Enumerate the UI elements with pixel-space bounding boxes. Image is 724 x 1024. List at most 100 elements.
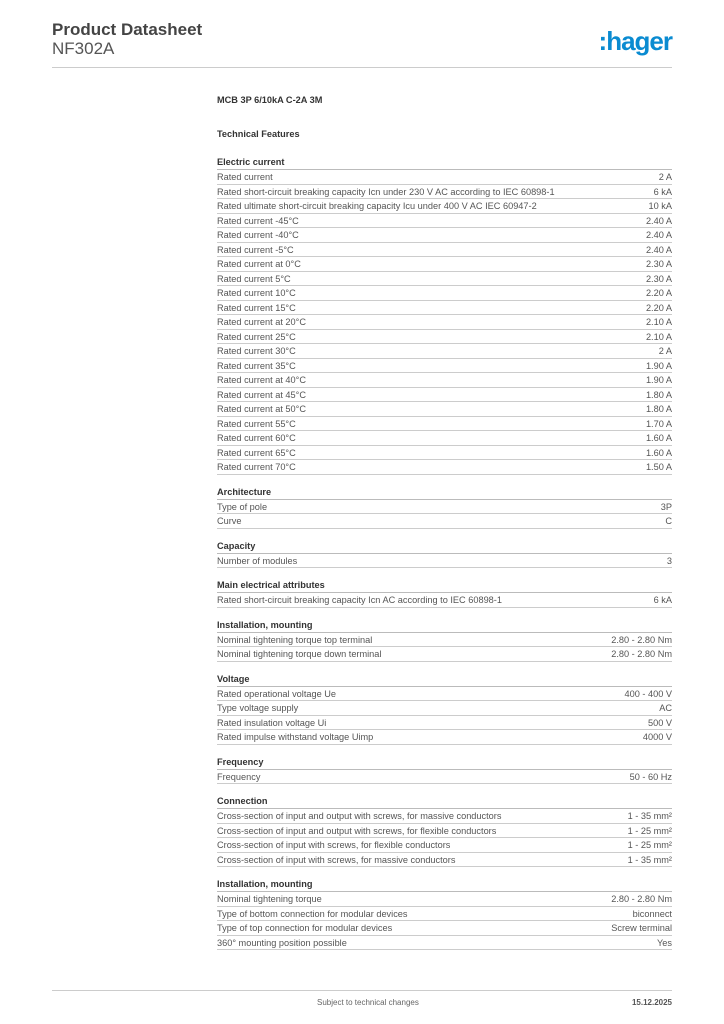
row-label: Rated short-circuit breaking capacity Ic…	[217, 595, 502, 605]
row-value: 1.70 A	[645, 418, 672, 429]
header-divider	[52, 67, 672, 68]
table-row: Nominal tightening torque down terminal 2…	[217, 647, 672, 662]
table-row: Rated operational voltage Ue 400 - 400 V	[217, 687, 672, 701]
footer-note: Subject to technical changes	[317, 998, 419, 1007]
row-value: 2.20 A	[645, 288, 672, 298]
section-title: Architecture	[217, 485, 672, 500]
row-value: 2.40 A	[645, 215, 672, 226]
row-label: Rated current at 45°C	[217, 389, 306, 400]
table-row: Type voltage supply AC	[217, 701, 672, 716]
table-row: Rated current 65°C 1.60 A	[217, 446, 672, 460]
row-label: Cross-section of input and output with s…	[217, 811, 502, 821]
row-label: Rated current 60°C	[217, 433, 296, 443]
row-label: Cross-section of input with screws, for …	[217, 854, 456, 865]
row-label: Rated current -40°C	[217, 230, 299, 240]
table-row: Rated current 30°C 2 A	[217, 344, 672, 359]
row-value: 2 A	[658, 346, 672, 356]
row-value: 1 - 25 mm²	[627, 825, 672, 836]
section-title: Voltage	[217, 672, 672, 687]
section: Architecture Type of pole 3P Curve C	[217, 485, 672, 529]
row-label: Curve	[217, 516, 242, 526]
table-row: Rated current -45°C 2.40 A	[217, 214, 672, 228]
row-value: 2.30 A	[645, 259, 672, 269]
row-label: Rated insulation voltage Ui	[217, 717, 327, 728]
row-label: Rated current 15°C	[217, 302, 296, 313]
row-value: 2.20 A	[645, 302, 672, 313]
row-value: 2.40 A	[645, 230, 672, 240]
row-label: Rated current at 40°C	[217, 375, 306, 385]
row-label: Type of bottom connection for modular de…	[217, 908, 408, 919]
table-row: Rated current 70°C 1.50 A	[217, 460, 672, 475]
row-label: Rated current 55°C	[217, 418, 296, 429]
row-label: 360° mounting position possible	[217, 937, 347, 948]
section-title: Installation, mounting	[217, 877, 672, 892]
row-value: 50 - 60 Hz	[629, 771, 672, 782]
section: Main electrical attributes Rated short-ci…	[217, 578, 672, 608]
features-title: Technical Features	[217, 129, 300, 139]
row-label: Number of modules	[217, 555, 298, 566]
row-value: C	[665, 516, 672, 526]
section-title: Capacity	[217, 539, 672, 554]
table-row: Rated current 60°C 1.60 A	[217, 431, 672, 446]
section-title: Main electrical attributes	[217, 578, 672, 593]
row-value: 2.40 A	[645, 244, 672, 255]
table-row: Rated current at 50°C 1.80 A	[217, 402, 672, 417]
table-row: Rated current 5°C 2.30 A	[217, 272, 672, 286]
row-value: 1.50 A	[645, 462, 672, 472]
table-row: Frequency 50 - 60 Hz	[217, 770, 672, 784]
table-row: Cross-section of input and output with s…	[217, 809, 672, 824]
row-value: 3P	[660, 501, 672, 512]
table-row: Rated ultimate short-circuit breaking ca…	[217, 199, 672, 214]
section-title: Electric current	[217, 155, 672, 170]
row-value: Screw terminal	[611, 923, 672, 933]
row-value: 1.80 A	[645, 404, 672, 414]
table-row: Rated current -5°C 2.40 A	[217, 243, 672, 257]
footer-date: 15.12.2025	[631, 998, 672, 1007]
table-row: Rated current at 45°C 1.80 A	[217, 388, 672, 402]
row-value: 6 kA	[653, 186, 672, 197]
section-title: Installation, mounting	[217, 618, 672, 633]
row-value: 1.80 A	[645, 389, 672, 400]
row-label: Rated current 65°C	[217, 447, 296, 458]
table-row: Rated short-circuit breaking capacity Ic…	[217, 185, 672, 199]
sections: Electric current Rated current 2 A Rated sh…	[217, 155, 672, 950]
row-label: Rated current 35°C	[217, 360, 296, 371]
row-label: Rated current 25°C	[217, 331, 296, 342]
section-title: Frequency	[217, 755, 672, 770]
table-row: Nominal tightening torque 2.80 - 2.80 Nm	[217, 892, 672, 907]
section-title: Connection	[217, 794, 672, 809]
table-row: Rated current -40°C 2.40 A	[217, 228, 672, 243]
table-row: Rated current 10°C 2.20 A	[217, 286, 672, 301]
row-value: biconnect	[632, 908, 672, 919]
section: Connection Cross-section of input and out…	[217, 794, 672, 867]
table-row: Rated current 2 A	[217, 170, 672, 185]
table-row: 360° mounting position possible Yes	[217, 936, 672, 950]
table-row: Cross-section of input with screws, for …	[217, 853, 672, 867]
row-label: Rated current at 20°C	[217, 317, 306, 327]
row-value: 2.10 A	[645, 317, 672, 327]
row-value: 1 - 35 mm²	[627, 811, 672, 821]
table-row: Type of top connection for modular devic…	[217, 921, 672, 936]
row-label: Rated current 30°C	[217, 346, 296, 356]
table-row: Rated current 15°C 2.20 A	[217, 301, 672, 315]
row-label: Rated current -45°C	[217, 215, 299, 226]
footer-divider	[52, 990, 672, 991]
table-row: Cross-section of input and output with s…	[217, 824, 672, 838]
row-label: Rated short-circuit breaking capacity Ic…	[217, 186, 555, 197]
row-value: 10 kA	[648, 201, 673, 211]
row-label: Frequency	[217, 771, 261, 782]
section: Capacity Number of modules 3	[217, 539, 672, 568]
row-value: 3	[666, 555, 672, 566]
table-row: Rated current at 20°C 2.10 A	[217, 315, 672, 330]
row-label: Type of pole	[217, 501, 268, 512]
table-row: Curve C	[217, 514, 672, 529]
row-label: Rated current 10°C	[217, 288, 296, 298]
table-row: Rated current 55°C 1.70 A	[217, 417, 672, 431]
table-row: Rated current 25°C 2.10 A	[217, 330, 672, 344]
row-value: 1.60 A	[645, 433, 672, 443]
row-value: 1.90 A	[645, 360, 672, 371]
table-row: Cross-section of input with screws, for …	[217, 838, 672, 853]
row-value: 2.30 A	[645, 273, 672, 284]
table-row: Rated short-circuit breaking capacity Ic…	[217, 593, 672, 608]
table-row: Rated current 35°C 1.90 A	[217, 359, 672, 373]
